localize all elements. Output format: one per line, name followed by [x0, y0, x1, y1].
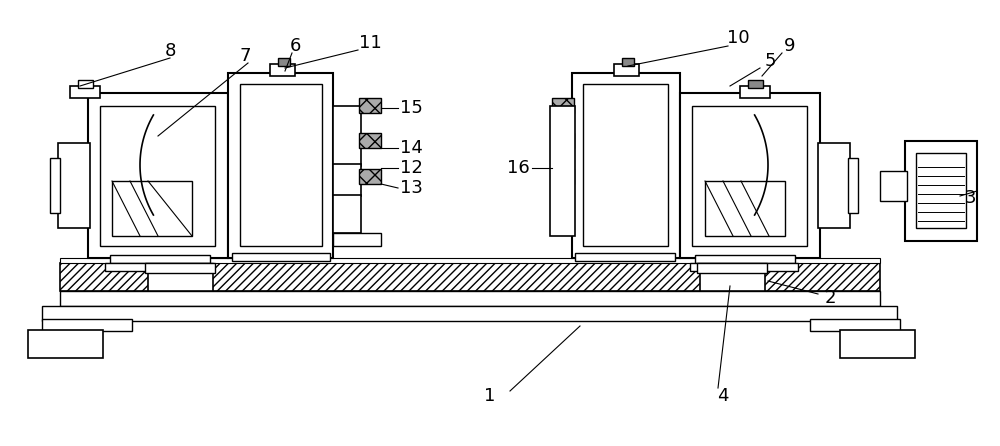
Bar: [60, 263, 880, 291]
Bar: [880, 171, 907, 201]
Bar: [333, 164, 361, 196]
Text: 12: 12: [400, 159, 423, 177]
Bar: [60, 258, 880, 263]
Bar: [550, 106, 575, 236]
Text: 1: 1: [484, 387, 496, 405]
Bar: [916, 153, 966, 228]
Bar: [680, 93, 820, 258]
Bar: [905, 141, 977, 241]
Bar: [695, 255, 795, 263]
Text: 10: 10: [727, 29, 749, 47]
Bar: [622, 58, 634, 66]
Text: 5: 5: [764, 52, 776, 70]
Bar: [78, 80, 93, 88]
Bar: [359, 133, 381, 148]
Bar: [42, 319, 132, 331]
Bar: [50, 158, 60, 213]
Bar: [145, 263, 215, 273]
Bar: [700, 271, 765, 291]
Text: 11: 11: [359, 34, 381, 52]
Bar: [333, 106, 361, 166]
Bar: [70, 86, 100, 98]
Bar: [614, 64, 639, 76]
Text: 6: 6: [289, 37, 301, 55]
Text: 3: 3: [964, 189, 976, 207]
Bar: [228, 73, 333, 258]
Text: 16: 16: [507, 159, 530, 177]
Bar: [88, 93, 228, 258]
Bar: [740, 86, 770, 98]
Bar: [270, 64, 295, 76]
Bar: [748, 80, 763, 88]
Text: 2: 2: [824, 289, 836, 307]
Text: 4: 4: [717, 387, 729, 405]
Bar: [552, 169, 574, 184]
Bar: [692, 106, 807, 246]
Bar: [240, 84, 322, 246]
Bar: [105, 263, 213, 271]
Bar: [359, 169, 381, 184]
Bar: [810, 319, 900, 331]
Bar: [42, 306, 897, 321]
Text: 8: 8: [164, 42, 176, 60]
Bar: [697, 263, 767, 273]
Bar: [359, 98, 381, 113]
Bar: [690, 263, 798, 271]
Text: 14: 14: [400, 139, 423, 157]
Bar: [232, 253, 330, 261]
Bar: [572, 73, 680, 258]
Bar: [60, 291, 880, 306]
Bar: [100, 106, 215, 246]
Bar: [583, 84, 668, 246]
Bar: [58, 143, 90, 228]
Bar: [110, 255, 210, 263]
Text: 13: 13: [400, 179, 423, 197]
Text: 7: 7: [239, 47, 251, 65]
Bar: [705, 181, 785, 236]
Bar: [28, 330, 103, 358]
Bar: [552, 98, 574, 113]
Bar: [148, 271, 213, 291]
Bar: [333, 195, 361, 233]
Bar: [112, 181, 192, 236]
Bar: [278, 58, 290, 66]
Bar: [840, 330, 915, 358]
Text: 15: 15: [400, 99, 423, 117]
Bar: [575, 253, 675, 261]
Bar: [818, 143, 850, 228]
Bar: [333, 233, 381, 246]
Text: 9: 9: [784, 37, 796, 55]
Bar: [848, 158, 858, 213]
Bar: [552, 133, 574, 148]
